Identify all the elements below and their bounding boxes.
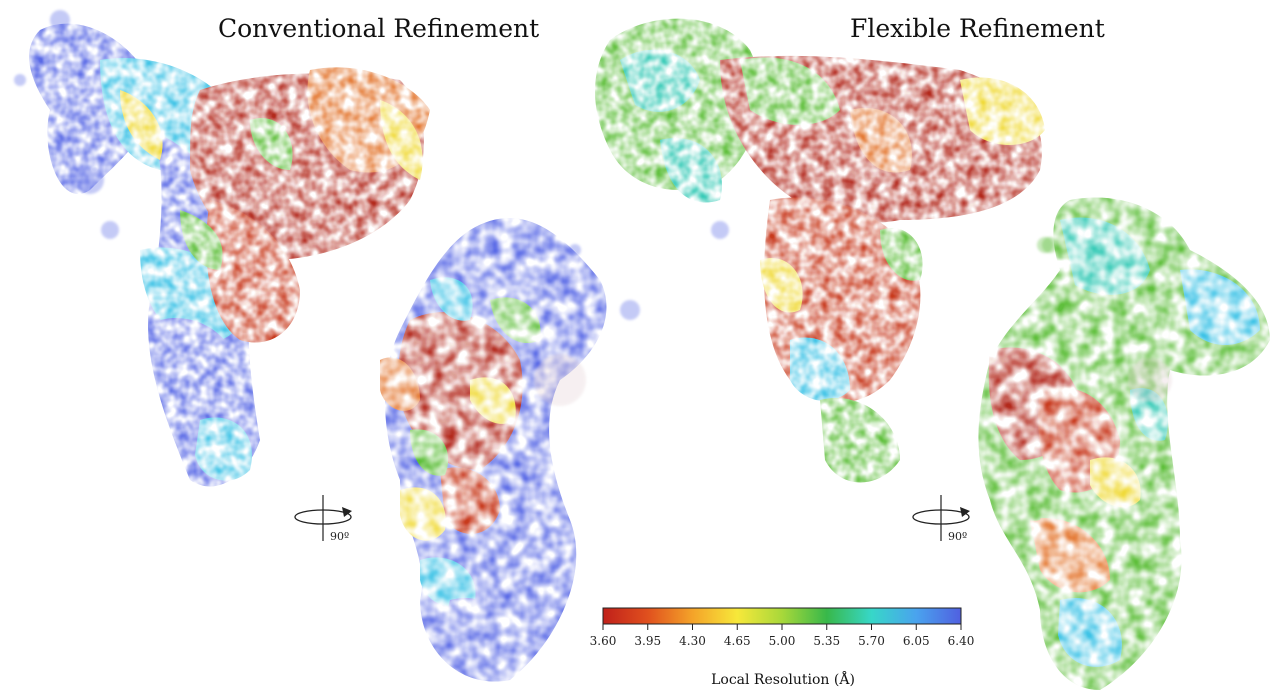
colorbar-tick-label: 3.60 — [589, 634, 617, 648]
colorbar-tick-label: 5.35 — [813, 634, 841, 648]
conventional-front-view-map — [14, 10, 430, 487]
rotation-label-left: 90º — [330, 530, 350, 543]
colorbar-tick-label: 3.95 — [634, 634, 662, 648]
flexible-rotated-view-map — [978, 197, 1270, 690]
colorbar-tick-label: 6.40 — [947, 634, 975, 648]
conventional-refinement-title: Conventional Refinement — [218, 14, 540, 43]
colorbar-tick-label: 4.65 — [723, 634, 751, 648]
conventional-rotated-view-map — [380, 218, 640, 682]
rotation-label-right: 90º — [948, 530, 968, 543]
colorbar-title: Local Resolution (Å) — [711, 672, 855, 688]
flexible-refinement-title: Flexible Refinement — [850, 14, 1105, 43]
colorbar-tick-label: 4.30 — [679, 634, 706, 648]
flexible-front-view-map — [595, 18, 1058, 483]
colorbar-tick-label: 6.05 — [902, 634, 930, 648]
colorbar-tick-label: 5.70 — [858, 634, 885, 648]
colorbar-tick-label: 5.00 — [768, 634, 796, 648]
colorbar-gradient — [602, 607, 962, 630]
rotate-90-left-icon — [294, 495, 352, 541]
local-resolution-colorbar: 3.60 3.95 4.30 4.65 5.00 5.35 5.70 6.05 6.40 Loc… — [590, 606, 974, 696]
rotate-90-right-icon — [912, 495, 970, 541]
